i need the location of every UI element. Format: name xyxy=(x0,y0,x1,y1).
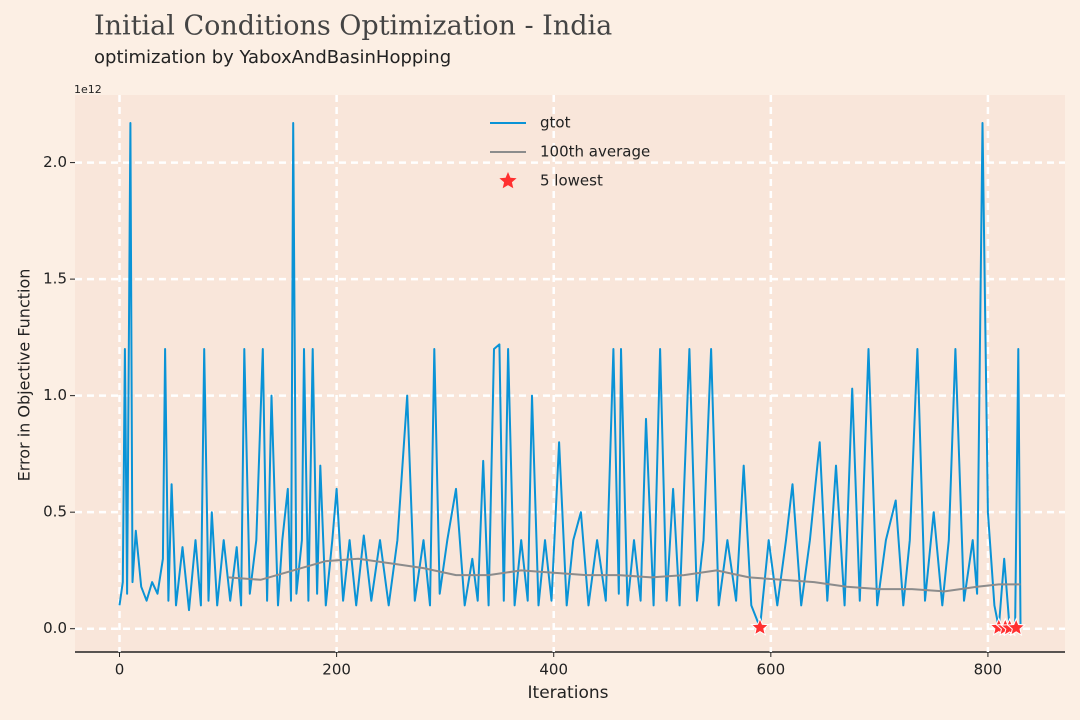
series-line xyxy=(118,122,1022,629)
y-axis-label: Error in Objective Function xyxy=(15,269,34,482)
y-tick-label: 1.0 xyxy=(43,386,67,404)
chart-subtitle: optimization by YaboxAndBasinHopping xyxy=(94,47,451,68)
x-tick-label: 800 xyxy=(974,661,1003,679)
x-axis-label: Iterations xyxy=(528,683,609,703)
series-line xyxy=(228,557,1021,593)
x-tick-label: 600 xyxy=(757,661,786,679)
y-tick-label: 0.0 xyxy=(43,619,67,637)
y-offset-label: 1e12 xyxy=(74,83,102,96)
y-tick-label: 1.5 xyxy=(43,270,67,288)
lowest-marker xyxy=(1006,617,1026,637)
legend-label: 5 lowest xyxy=(540,172,603,190)
legend-label: gtot xyxy=(540,114,571,132)
x-tick-label: 400 xyxy=(539,661,568,679)
y-tick-label: 0.5 xyxy=(43,503,67,521)
y-tick-label: 2.0 xyxy=(43,153,67,171)
x-tick-label: 0 xyxy=(115,661,125,679)
x-tick-label: 200 xyxy=(322,661,351,679)
legend-label: 100th average xyxy=(540,143,650,161)
chart-title: Initial Conditions Optimization - India xyxy=(94,11,612,42)
legend-marker xyxy=(499,172,517,189)
lowest-marker xyxy=(750,617,770,636)
